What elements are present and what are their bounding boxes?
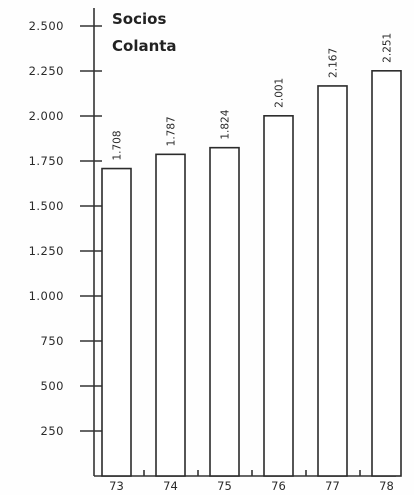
bar-value-label: 2.251	[382, 33, 394, 63]
y-axis: 2.500 2.250 2.000 1.750 1.500 1.250 1.000 750 50…	[29, 8, 102, 476]
x-category-label: 78	[379, 479, 394, 493]
y-tick-label: 1.000	[29, 289, 64, 303]
bar-value-label: 1.708	[112, 130, 124, 160]
bar-value-label: 1.787	[166, 116, 178, 146]
y-tick-label: 2.000	[29, 109, 64, 123]
y-tick-label: 1.250	[29, 244, 64, 258]
bar-74	[155, 153, 186, 477]
bar-77	[317, 85, 348, 477]
x-category-label: 75	[217, 479, 232, 493]
x-category-label: 74	[163, 479, 178, 493]
y-tick-label: 500	[41, 379, 64, 393]
y-tick-label: 2.250	[29, 64, 64, 78]
bar-73	[101, 167, 132, 477]
x-category-label: 77	[325, 479, 340, 493]
y-tick-label: 750	[41, 334, 64, 348]
x-axis: 73 74 75 76 77 78	[94, 470, 396, 493]
bar-76	[263, 115, 294, 477]
bar-value-label: 2.167	[328, 48, 340, 78]
y-tick-label: 1.750	[29, 154, 64, 168]
chart-title-line-1: Socios	[112, 10, 166, 28]
data-labels-group: 1.708 1.787 1.824 2.001 2.167 2.251	[112, 33, 394, 161]
y-tick-label: 250	[41, 424, 64, 438]
bar-value-label: 1.824	[220, 109, 232, 139]
y-tick-label: 1.500	[29, 199, 64, 213]
bars-group	[101, 70, 402, 477]
bar-75	[209, 146, 240, 477]
y-tick-label: 2.500	[29, 19, 64, 33]
bar-78	[371, 70, 402, 477]
chart-title: Socios Colanta	[112, 10, 177, 55]
x-category-label: 76	[271, 479, 286, 493]
bar-value-label: 2.001	[274, 78, 286, 108]
chart-title-line-2: Colanta	[112, 37, 177, 55]
x-category-label: 73	[109, 479, 124, 493]
